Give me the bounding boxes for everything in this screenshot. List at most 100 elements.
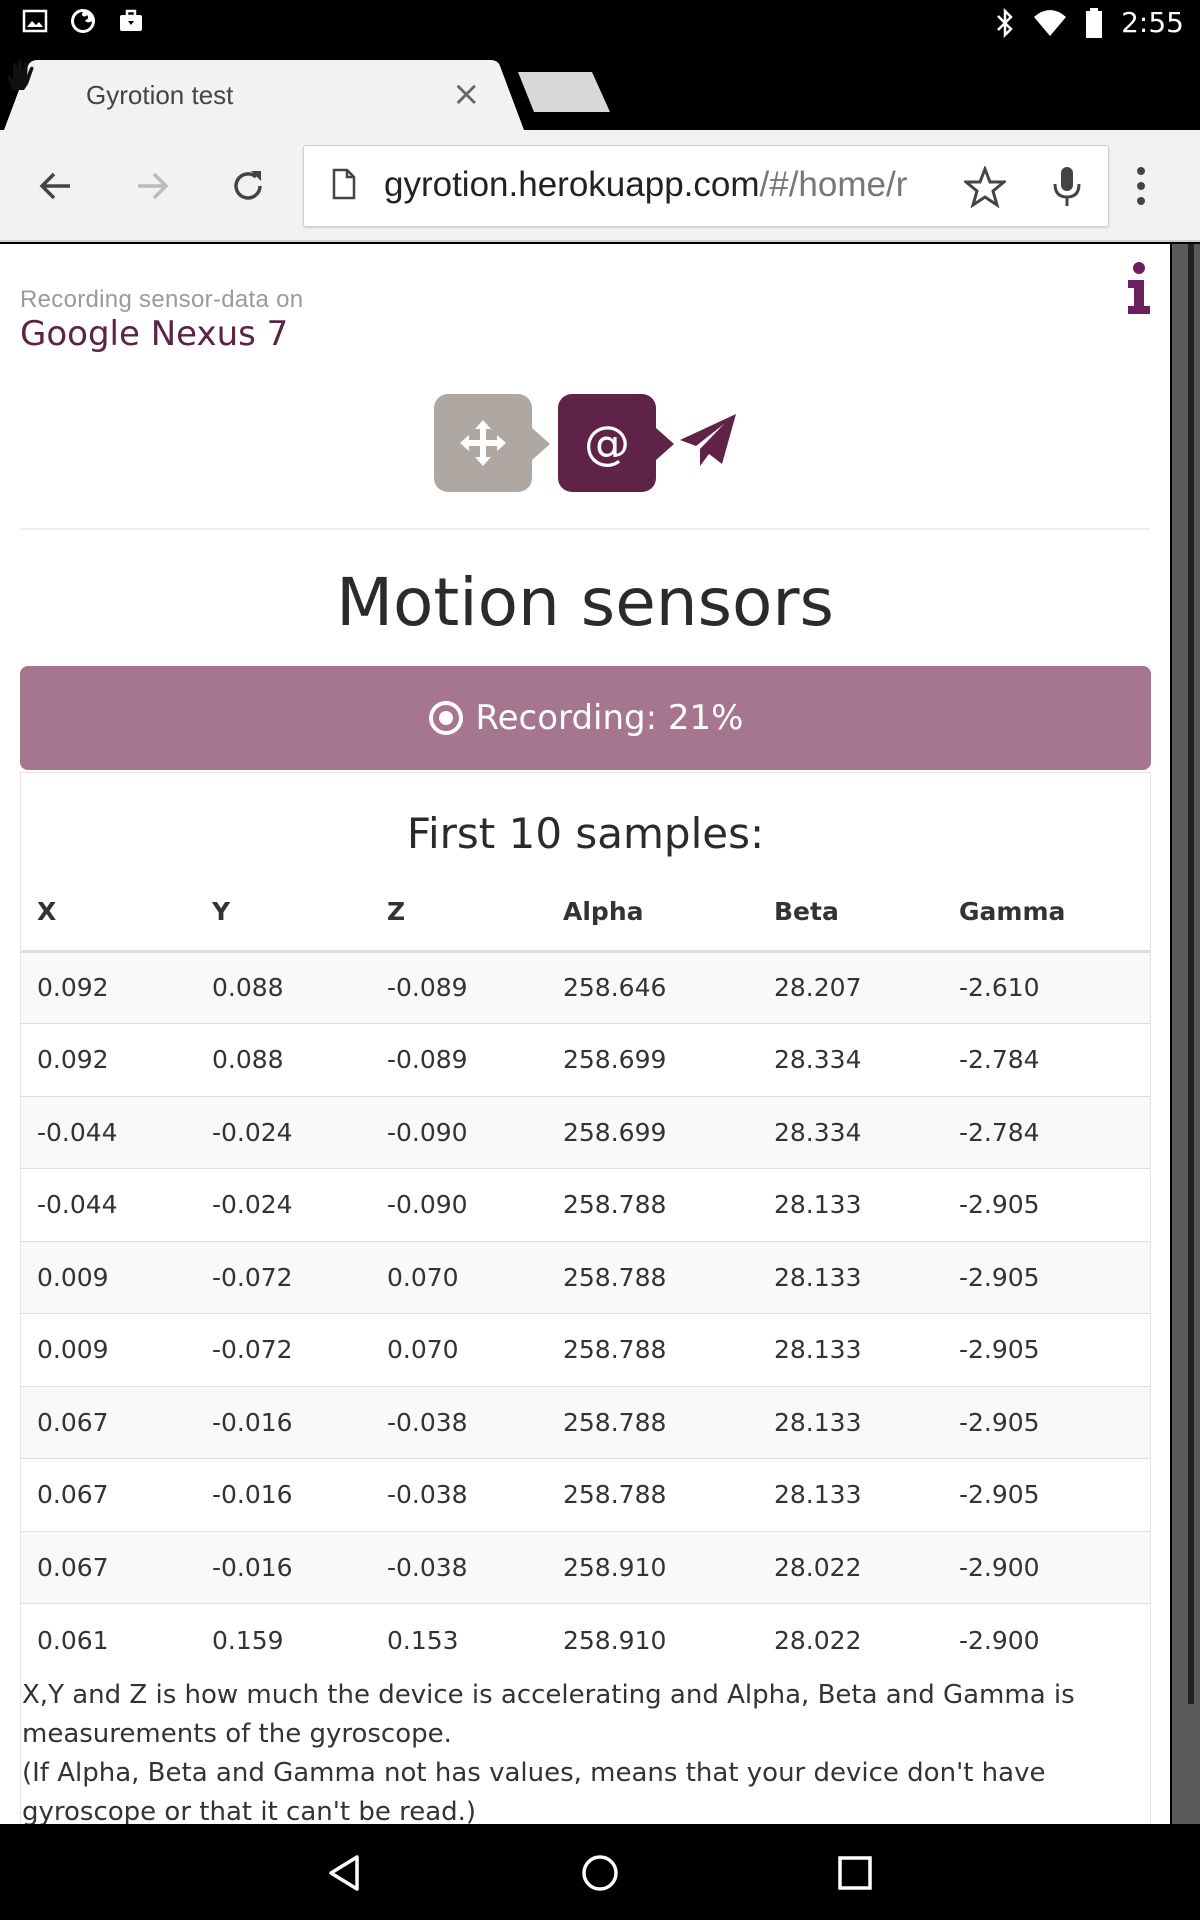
table-cell: 258.910 <box>547 1603 758 1676</box>
page-icon <box>332 168 356 200</box>
nav-home-icon <box>582 1855 618 1891</box>
step-arrow <box>656 428 674 460</box>
scrollbar[interactable] <box>1172 244 1200 1824</box>
table-cell: 0.088 <box>196 1023 371 1097</box>
overflow-menu-icon[interactable] <box>1136 166 1146 206</box>
back-button[interactable] <box>28 158 84 214</box>
table-cell: 28.133 <box>758 1168 943 1242</box>
bookmark-star-icon[interactable] <box>964 166 1006 208</box>
nav-recents-button[interactable] <box>830 1848 880 1898</box>
paper-plane-icon <box>680 414 736 466</box>
recording-label-text: Recording: 21% <box>475 698 744 738</box>
table-row: 0.067 -0.016 -0.038 258.788 28.133 -2.905 <box>21 1458 1150 1532</box>
table-cell: 258.699 <box>547 1096 758 1169</box>
forward-arrow-icon <box>138 172 169 200</box>
column-header: Beta <box>758 873 943 953</box>
table-cell: 28.022 <box>758 1531 943 1604</box>
recording-label: Recording sensor-data on <box>20 286 304 313</box>
table-cell: -0.044 <box>21 1168 196 1242</box>
column-header: Gamma <box>943 873 1150 953</box>
info-icon[interactable] <box>1124 262 1154 314</box>
table-header-row: X Y Z Alpha Beta Gamma <box>21 873 1150 953</box>
table-cell: -0.038 <box>371 1531 547 1604</box>
table-row: -0.044 -0.024 -0.090 258.699 28.334 -2.784 <box>21 1096 1150 1169</box>
table-cell: -0.090 <box>371 1096 547 1169</box>
microphone-icon[interactable] <box>1052 166 1082 208</box>
table-cell: -0.016 <box>196 1386 371 1459</box>
table-cell: 258.646 <box>547 951 758 1024</box>
divider <box>20 528 1150 530</box>
column-header: Z <box>371 873 547 953</box>
table-cell: -2.905 <box>943 1458 1150 1532</box>
address-bar[interactable]: gyrotion.herokuapp.com/#/home/r <box>303 145 1109 227</box>
table-cell: -0.072 <box>196 1313 371 1387</box>
table-cell: 0.092 <box>21 951 196 1024</box>
table-cell: -0.038 <box>371 1386 547 1459</box>
back-arrow-icon <box>39 172 70 200</box>
gallery-icon <box>22 9 48 33</box>
table-cell: -2.905 <box>943 1313 1150 1387</box>
url-path: /#/home/r <box>759 165 908 204</box>
forward-button[interactable] <box>124 158 180 214</box>
table-row: 0.009 -0.072 0.070 258.788 28.133 -2.905 <box>21 1241 1150 1314</box>
column-header: Alpha <box>547 873 758 953</box>
url-host: gyrotion.herokuapp.com <box>384 165 760 204</box>
scrollbar-thumb[interactable] <box>1188 244 1194 1704</box>
note-line: (If Alpha, Beta and Gamma not has values… <box>22 1758 1046 1824</box>
table-cell: 0.067 <box>21 1531 196 1604</box>
device-name: Google Nexus 7 <box>20 314 289 354</box>
table-cell: 0.070 <box>371 1313 547 1387</box>
reload-button[interactable] <box>220 158 276 214</box>
table-cell: 258.910 <box>547 1531 758 1604</box>
table-cell: -0.044 <box>21 1096 196 1169</box>
table-cell: -0.016 <box>196 1531 371 1604</box>
table-cell: -0.024 <box>196 1168 371 1242</box>
tab-close-icon[interactable]: × <box>452 74 481 114</box>
table-cell: 0.159 <box>196 1603 371 1676</box>
table-cell: -0.089 <box>371 951 547 1024</box>
nav-home-button[interactable] <box>575 1848 625 1898</box>
tab-gyrotion[interactable]: Gyrotion test × <box>4 60 524 130</box>
table-cell: -2.900 <box>943 1603 1150 1676</box>
table-cell: -0.024 <box>196 1096 371 1169</box>
explanation-note: X,Y and Z is how much the device is acce… <box>22 1676 1152 1824</box>
samples-panel: First 10 samples: X Y Z Alpha Beta Gamma… <box>20 772 1151 1824</box>
table-row: 0.067 -0.016 -0.038 258.788 28.133 -2.905 <box>21 1386 1150 1459</box>
table-cell: -2.900 <box>943 1531 1150 1604</box>
note-line: X,Y and Z is how much the device is acce… <box>22 1680 1075 1749</box>
move-arrows-icon <box>460 420 506 466</box>
column-header: Y <box>196 873 371 953</box>
step-sensors <box>434 394 532 492</box>
table-cell: 258.788 <box>547 1458 758 1532</box>
table-cell: 0.067 <box>21 1458 196 1532</box>
table-row: -0.044 -0.024 -0.090 258.788 28.133 -2.905 <box>21 1168 1150 1242</box>
bluetooth-icon <box>997 7 1013 38</box>
table-cell: 258.788 <box>547 1168 758 1242</box>
web-page: Recording sensor-data on Google Nexus 7 … <box>0 244 1170 1824</box>
tab-strip: Gyrotion test × <box>0 48 1200 130</box>
table-row: 0.092 0.088 -0.089 258.646 28.207 -2.610 <box>21 951 1150 1024</box>
nav-back-button[interactable] <box>320 1848 370 1898</box>
table-cell: -0.072 <box>196 1241 371 1314</box>
table-cell: 28.207 <box>758 951 943 1024</box>
hand-icon <box>7 60 34 90</box>
table-row: 0.009 -0.072 0.070 258.788 28.133 -2.905 <box>21 1313 1150 1387</box>
table-cell: 28.133 <box>758 1241 943 1314</box>
table-cell: 0.009 <box>21 1313 196 1387</box>
battery-icon <box>1086 7 1103 38</box>
table-row: 0.067 -0.016 -0.038 258.910 28.022 -2.900 <box>21 1531 1150 1604</box>
step-email: @ <box>558 394 656 492</box>
table-cell: 258.788 <box>547 1313 758 1387</box>
column-header: X <box>21 873 196 953</box>
table-cell: -0.090 <box>371 1168 547 1242</box>
table-cell: -2.610 <box>943 951 1150 1024</box>
recording-button[interactable]: Recording: 21% <box>20 666 1151 770</box>
record-icon <box>428 701 463 735</box>
table-cell: -2.905 <box>943 1241 1150 1314</box>
browser-toolbar: gyrotion.herokuapp.com/#/home/r <box>0 130 1200 242</box>
url-text: gyrotion.herokuapp.com/#/home/r <box>384 165 944 205</box>
new-tab-button[interactable] <box>518 72 610 112</box>
reload-icon <box>234 171 262 200</box>
table-row: 0.061 0.159 0.153 258.910 28.022 -2.900 <box>21 1603 1150 1676</box>
table-cell: -2.905 <box>943 1386 1150 1459</box>
